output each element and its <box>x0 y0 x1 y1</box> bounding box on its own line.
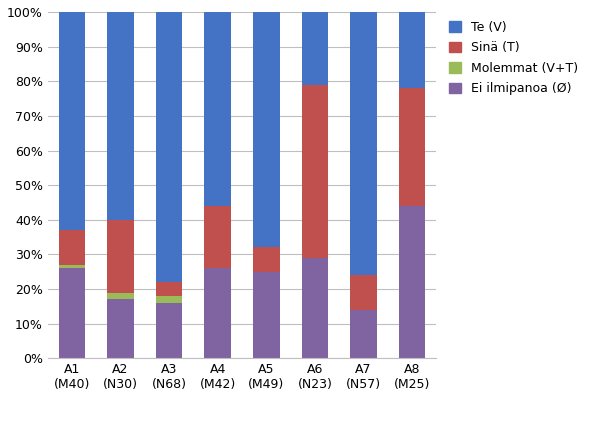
Bar <box>302 258 328 358</box>
Bar <box>156 12 182 282</box>
Bar <box>156 296 182 303</box>
Bar <box>107 12 134 220</box>
Bar <box>107 299 134 358</box>
Bar <box>399 12 425 88</box>
Bar <box>59 230 85 265</box>
Legend: Te (V), Sinä (T), Molemmat (V+T), Ei ilmipanoa (Ø): Te (V), Sinä (T), Molemmat (V+T), Ei ilm… <box>447 18 581 98</box>
Bar <box>350 275 377 310</box>
Bar <box>350 310 377 358</box>
Bar <box>399 88 425 206</box>
Bar <box>399 206 425 358</box>
Bar <box>204 268 231 358</box>
Bar <box>59 268 85 358</box>
Bar <box>302 12 328 85</box>
Bar <box>59 265 85 268</box>
Bar <box>253 272 279 358</box>
Bar <box>253 247 279 272</box>
Bar <box>350 12 377 275</box>
Bar <box>107 220 134 292</box>
Bar <box>156 303 182 358</box>
Bar <box>59 12 85 230</box>
Bar <box>302 85 328 258</box>
Bar <box>107 292 134 299</box>
Bar <box>204 206 231 268</box>
Bar <box>204 12 231 206</box>
Bar <box>156 282 182 296</box>
Bar <box>253 12 279 247</box>
